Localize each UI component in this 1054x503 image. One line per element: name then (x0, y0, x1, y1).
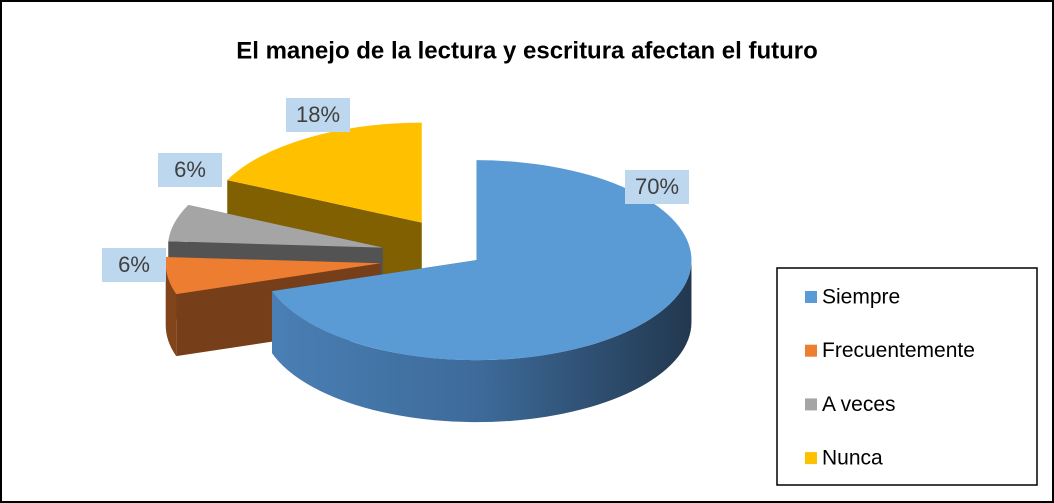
legend-label: A veces (822, 393, 896, 416)
data-label: 6% (118, 252, 150, 277)
slice (227, 122, 422, 223)
data-label: 6% (174, 157, 206, 182)
slice-rim (271, 260, 692, 423)
legend (776, 267, 1038, 486)
slice (165, 256, 381, 295)
chart-title: El manejo de la lectura y escritura afec… (236, 37, 818, 64)
data-label-bg (286, 98, 350, 132)
data-label-bg (102, 248, 166, 282)
slice (271, 160, 692, 361)
data-label-bg (625, 170, 689, 204)
data-label: 18% (296, 102, 340, 127)
pie (165, 122, 692, 423)
slice-rim (165, 263, 177, 357)
data-label-bg (158, 153, 222, 187)
slice (168, 205, 383, 248)
legend-label: Frecuentemente (822, 339, 975, 362)
data-label: 70% (635, 174, 679, 199)
legend-label: Nunca (822, 447, 883, 470)
legend-label: Siempre (822, 286, 900, 309)
legend-swatch (805, 291, 817, 303)
legend-swatch (805, 398, 817, 411)
legend-swatch (805, 344, 817, 357)
legend-swatch (805, 452, 817, 465)
